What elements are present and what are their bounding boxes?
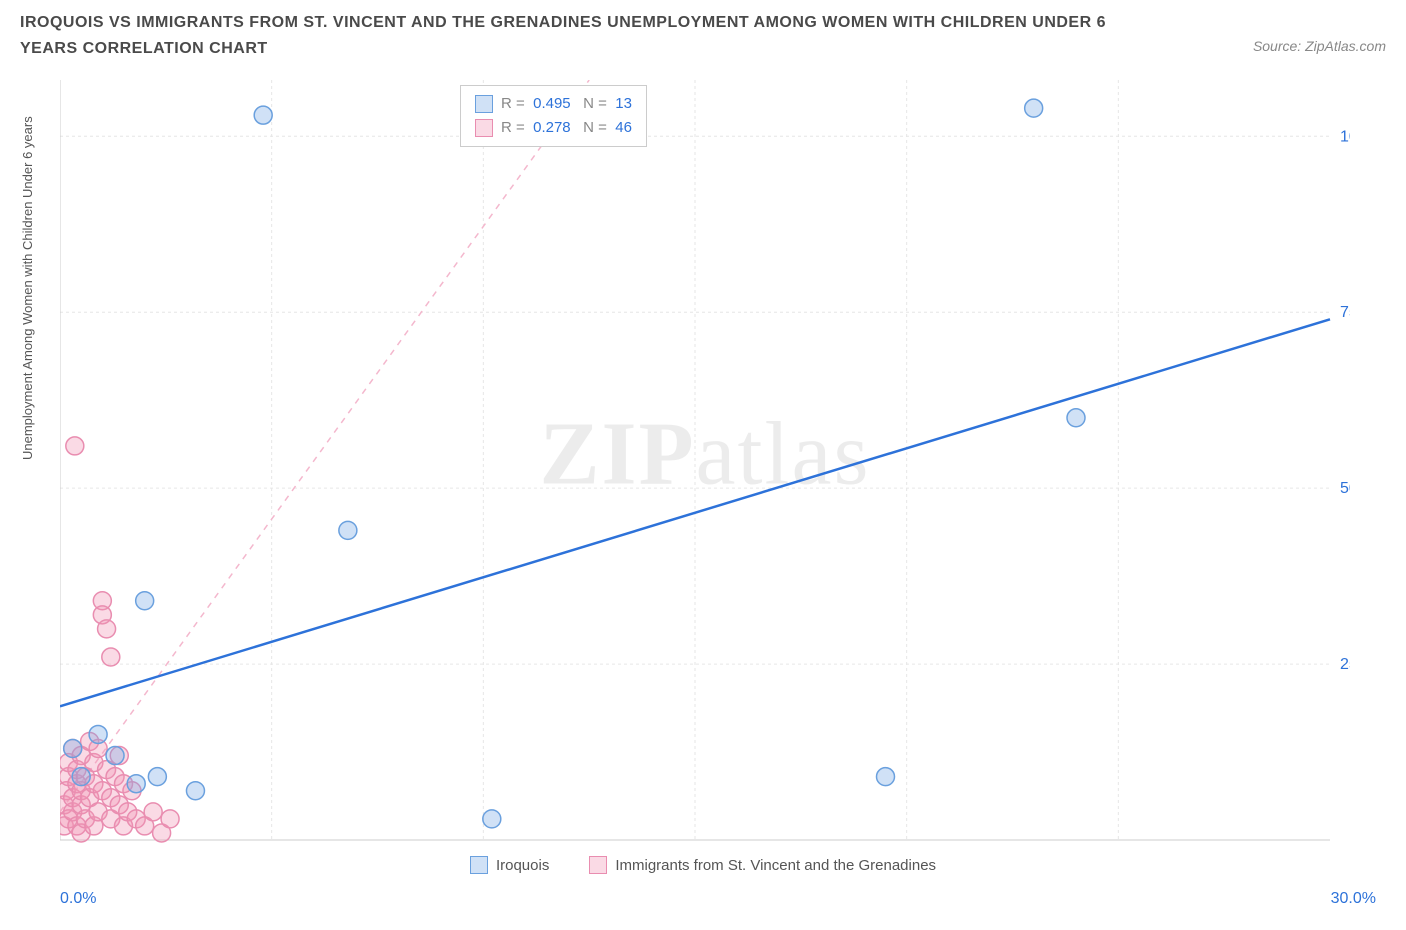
legend-swatch (475, 95, 493, 113)
scatter-plot: 25.0% 50.0% 75.0% 100.0% (60, 80, 1350, 860)
x-axis-max-label: 30.0% (1331, 890, 1376, 908)
data-point (1025, 99, 1043, 117)
data-point (161, 810, 179, 828)
data-point (102, 648, 120, 666)
data-point (106, 747, 124, 765)
data-point (66, 437, 84, 455)
data-point (144, 803, 162, 821)
data-point (72, 768, 90, 786)
chart-area: ZIPatlas 25.0%50.0%75.0%100.0% R = 0.495… (60, 80, 1350, 860)
data-point (127, 775, 145, 793)
legend-stats: R = 0.278 N = 46 (501, 116, 632, 140)
trend-line (60, 80, 589, 812)
data-point (148, 768, 166, 786)
y-tick-label: 75.0% (1340, 304, 1350, 321)
legend-swatch (589, 856, 607, 874)
series-legend-item: Iroquois (470, 856, 549, 874)
chart-title: IROQUOIS VS IMMIGRANTS FROM ST. VINCENT … (20, 10, 1120, 61)
y-tick-label: 25.0% (1340, 656, 1350, 673)
series-legend-item: Immigrants from St. Vincent and the Gren… (589, 856, 936, 874)
data-point (186, 782, 204, 800)
data-point (877, 768, 895, 786)
legend-row: R = 0.278 N = 46 (475, 116, 632, 140)
y-axis-label: Unemployment Among Women with Children U… (20, 116, 35, 460)
y-tick-label: 100.0% (1340, 128, 1350, 145)
legend-swatch (475, 119, 493, 137)
legend-row: R = 0.495 N = 13 (475, 92, 632, 116)
source-attribution: Source: ZipAtlas.com (1253, 38, 1386, 54)
data-point (136, 592, 154, 610)
data-point (89, 725, 107, 743)
data-point (98, 620, 116, 638)
series-legend-label: Iroquois (496, 857, 549, 874)
data-point (254, 106, 272, 124)
chart-header: IROQUOIS VS IMMIGRANTS FROM ST. VINCENT … (20, 10, 1386, 61)
series-legend-label: Immigrants from St. Vincent and the Gren… (615, 857, 936, 874)
series-legend: Iroquois Immigrants from St. Vincent and… (0, 856, 1406, 874)
data-point (1067, 409, 1085, 427)
data-point (64, 740, 82, 758)
legend-stats: R = 0.495 N = 13 (501, 92, 632, 116)
legend-swatch (470, 856, 488, 874)
y-tick-label: 50.0% (1340, 480, 1350, 497)
x-axis-origin-label: 0.0% (60, 890, 96, 908)
data-point (339, 521, 357, 539)
correlation-legend: R = 0.495 N = 13 R = 0.278 N = 46 (460, 85, 647, 147)
trend-line (60, 319, 1330, 706)
data-point (483, 810, 501, 828)
